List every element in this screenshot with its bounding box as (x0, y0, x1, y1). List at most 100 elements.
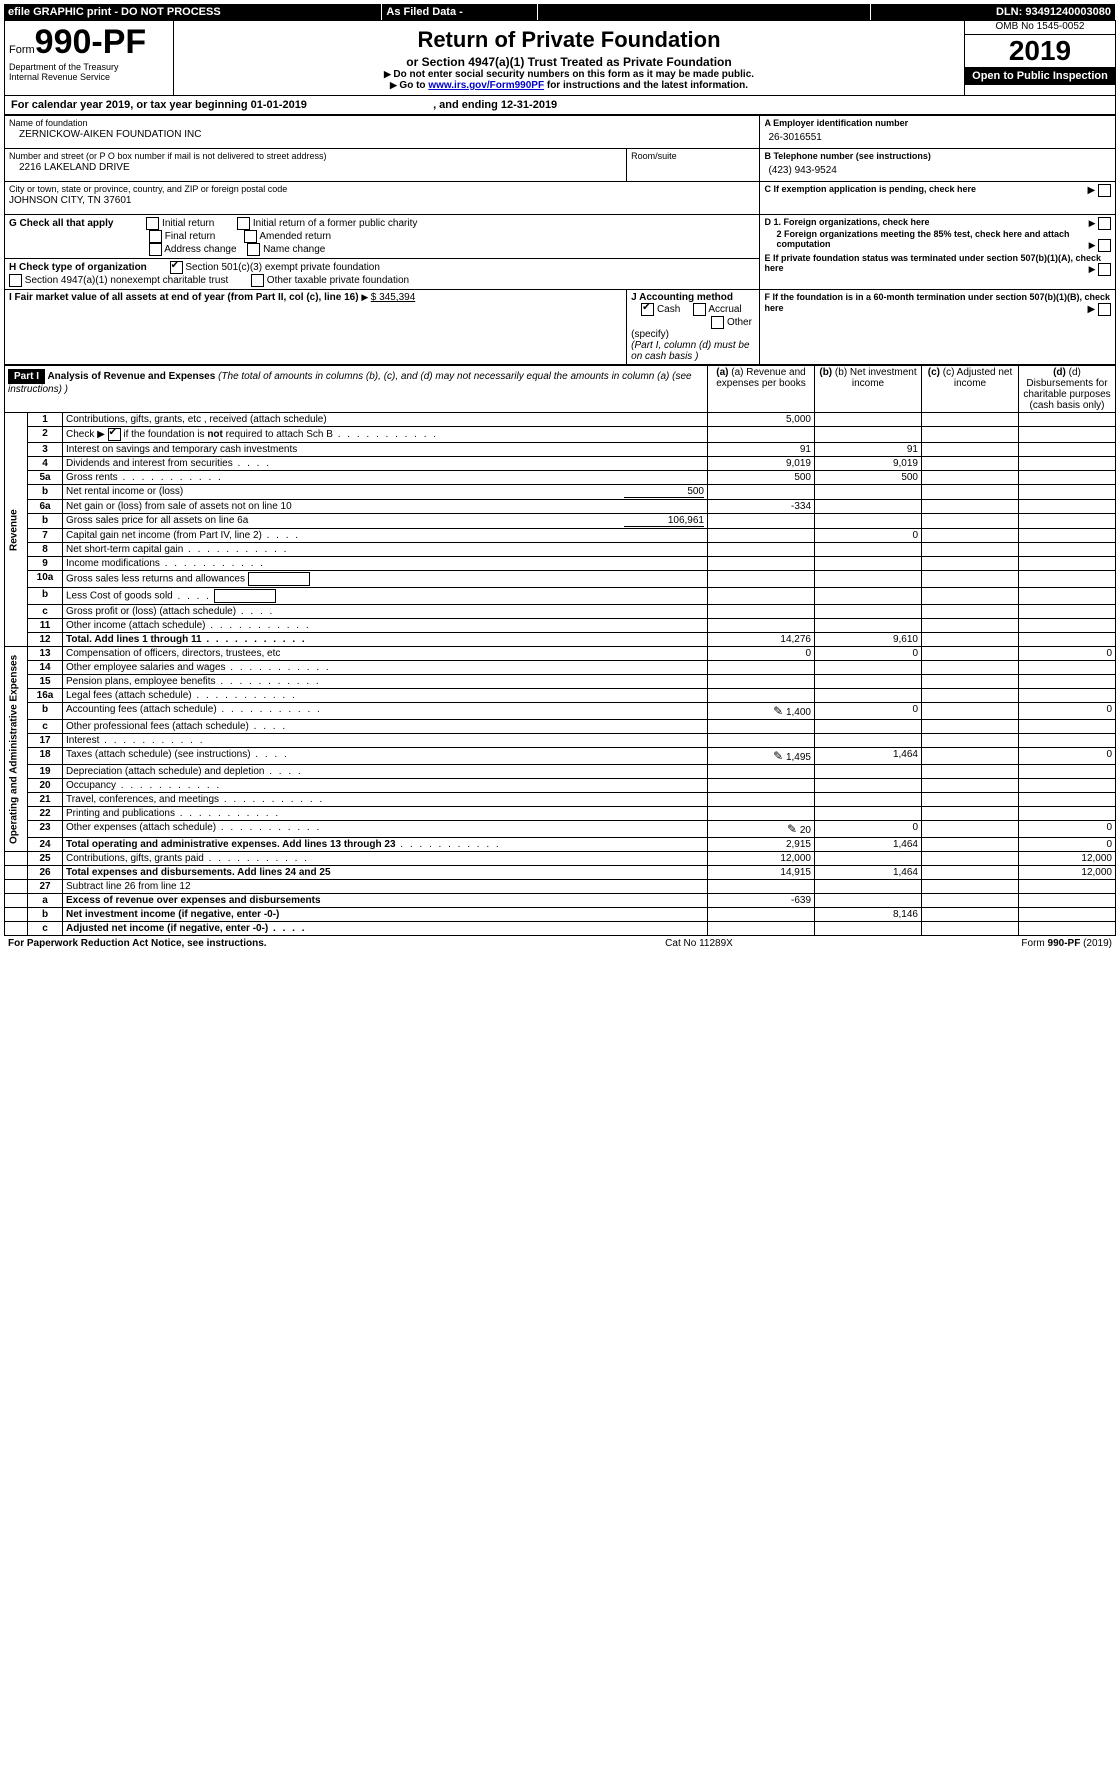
ein-label: A Employer identification number (764, 118, 1111, 128)
i-label: I Fair market value of all assets at end… (9, 292, 361, 303)
line-24: Total operating and administrative expen… (63, 838, 708, 852)
line-27c: Adjusted net income (if negative, enter … (63, 922, 708, 936)
part1-table: Part I Analysis of Revenue and Expenses … (4, 365, 1116, 936)
calendar-year-line: For calendar year 2019, or tax year begi… (4, 96, 1116, 115)
h-4947[interactable] (9, 274, 22, 287)
line-21: Travel, conferences, and meetings (63, 793, 708, 807)
col-c-header: (c) (c) Adjusted net income (922, 366, 1019, 413)
line-5b: Net rental income or (loss) 500 (63, 485, 708, 500)
g-final[interactable] (149, 230, 162, 243)
footer-right: Form 990-PF (2019) (838, 936, 1116, 951)
city-value: JOHNSON CITY, TN 37601 (9, 194, 755, 212)
g-amended[interactable] (244, 230, 257, 243)
room-label: Room/suite (631, 151, 755, 161)
line-27a: Excess of revenue over expenses and disb… (63, 894, 708, 908)
line-20: Occupancy (63, 779, 708, 793)
omb: OMB No 1545-0052 (965, 21, 1116, 35)
j-cash[interactable] (641, 303, 654, 316)
irs-link[interactable]: www.irs.gov/Form990PF (428, 80, 544, 91)
f-label: F If the foundation is in a 60-month ter… (764, 292, 1110, 313)
line-13: Compensation of officers, directors, tru… (63, 647, 708, 661)
g-label: G Check all that apply (9, 218, 113, 229)
d1-checkbox[interactable] (1098, 217, 1111, 230)
g-addrchange[interactable] (149, 243, 162, 256)
h-other-tax[interactable] (251, 274, 264, 287)
form-title: Return of Private Foundation (178, 27, 960, 53)
note-link: Go to www.irs.gov/Form990PF for instruct… (178, 80, 960, 91)
expenses-side-label: Operating and Administrative Expenses (5, 647, 28, 852)
line-10c: Gross profit or (loss) (attach schedule) (63, 605, 708, 619)
part1-badge: Part I (8, 369, 45, 384)
addr-value: 2216 LAKELAND DRIVE (9, 161, 622, 179)
phone-value: (423) 943-9524 (764, 161, 1111, 178)
line-7: Capital gain net income (from Part IV, l… (63, 529, 708, 543)
g-initial-former[interactable] (237, 217, 250, 230)
footer-mid: Cat No 11289X (560, 936, 838, 951)
addr-label: Number and street (or P O box number if … (9, 151, 622, 161)
h-501c3[interactable] (170, 261, 183, 274)
line-23: Other expenses (attach schedule) (63, 821, 708, 838)
c-checkbox[interactable] (1098, 184, 1111, 197)
dln: DLN: 93491240003080 (871, 4, 1116, 20)
top-bar: efile GRAPHIC print - DO NOT PROCESS As … (4, 4, 1116, 20)
line-6a: Net gain or (loss) from sale of assets n… (63, 500, 708, 514)
efile-notice: efile GRAPHIC print - DO NOT PROCESS (4, 4, 382, 20)
line-15: Pension plans, employee benefits (63, 675, 708, 689)
attach-icon[interactable]: ✎ (773, 704, 783, 718)
tax-year: 2019 (965, 35, 1115, 67)
line-26: Total expenses and disbursements. Add li… (63, 866, 708, 880)
attach-icon[interactable]: ✎ (773, 749, 783, 763)
line-25: Contributions, gifts, grants paid (63, 852, 708, 866)
ein-value: 26-3016551 (764, 128, 1111, 145)
form-subtitle: or Section 4947(a)(1) Trust Treated as P… (178, 55, 960, 69)
part1-title: Analysis of Revenue and Expenses (47, 371, 215, 382)
h-label: H Check type of organization (9, 262, 147, 273)
col-a-header: (a) (a) Revenue and expenses per books (708, 366, 815, 413)
page-footer: For Paperwork Reduction Act Notice, see … (4, 936, 1116, 951)
line-10b: Less Cost of goods sold (63, 588, 708, 605)
line-16b: Accounting fees (attach schedule) (63, 703, 708, 720)
form-header: Form990-PF Department of the Treasury In… (4, 20, 1116, 96)
line-10a: Gross sales less returns and allowances (63, 571, 708, 588)
j-accrual[interactable] (693, 303, 706, 316)
j-other[interactable] (711, 316, 724, 329)
dept-irs: Internal Revenue Service (9, 72, 169, 82)
line-12: Total. Add lines 1 through 11 (63, 633, 708, 647)
line-16c: Other professional fees (attach schedule… (63, 720, 708, 734)
line-11: Other income (attach schedule) (63, 619, 708, 633)
line-6b: Gross sales price for all assets on line… (63, 514, 708, 529)
line-9: Income modifications (63, 557, 708, 571)
line-14: Other employee salaries and wages (63, 661, 708, 675)
g-initial[interactable] (146, 217, 159, 230)
line-27: Subtract line 26 from line 12 (63, 880, 708, 894)
identification-block: Name of foundation ZERNICKOW-AIKEN FOUND… (4, 115, 1116, 365)
j-note: (Part I, column (d) must be on cash basi… (631, 340, 749, 362)
e-label: E If private foundation status was termi… (764, 249, 1111, 273)
e-checkbox[interactable] (1098, 263, 1111, 276)
line-1: Contributions, gifts, grants, etc , rece… (63, 413, 708, 427)
col-d-header: (d) (d) Disbursements for charitable pur… (1019, 366, 1116, 413)
note-ssn: Do not enter social security numbers on … (178, 69, 960, 80)
line-2: Check ▶ if the foundation is not require… (63, 427, 708, 443)
as-filed: As Filed Data - (382, 4, 538, 20)
open-public-badge: Open to Public Inspection (965, 67, 1115, 85)
line-4: Dividends and interest from securities (63, 457, 708, 471)
phone-label: B Telephone number (see instructions) (764, 151, 1111, 161)
attach-icon[interactable]: ✎ (787, 822, 797, 836)
schb-checkbox[interactable] (108, 428, 121, 441)
d2-label: 2 Foreign organizations meeting the 85% … (764, 227, 1111, 249)
d2-checkbox[interactable] (1098, 239, 1111, 252)
f-checkbox[interactable] (1098, 303, 1111, 316)
line-19: Depreciation (attach schedule) and deple… (63, 765, 708, 779)
line-18: Taxes (attach schedule) (see instruction… (63, 748, 708, 765)
form-number: Form990-PF (9, 23, 169, 62)
g-namechange[interactable] (247, 243, 260, 256)
d1-label: D 1. Foreign organizations, check here ▶ (764, 217, 1111, 227)
foundation-name: ZERNICKOW-AIKEN FOUNDATION INC (9, 128, 755, 146)
line-27b: Net investment income (if negative, ente… (63, 908, 708, 922)
line-16a: Legal fees (attach schedule) (63, 689, 708, 703)
revenue-side-label: Revenue (5, 413, 28, 647)
footer-left: For Paperwork Reduction Act Notice, see … (4, 936, 560, 951)
i-value: $ 345,394 (371, 292, 416, 303)
dept-treasury: Department of the Treasury (9, 62, 169, 72)
